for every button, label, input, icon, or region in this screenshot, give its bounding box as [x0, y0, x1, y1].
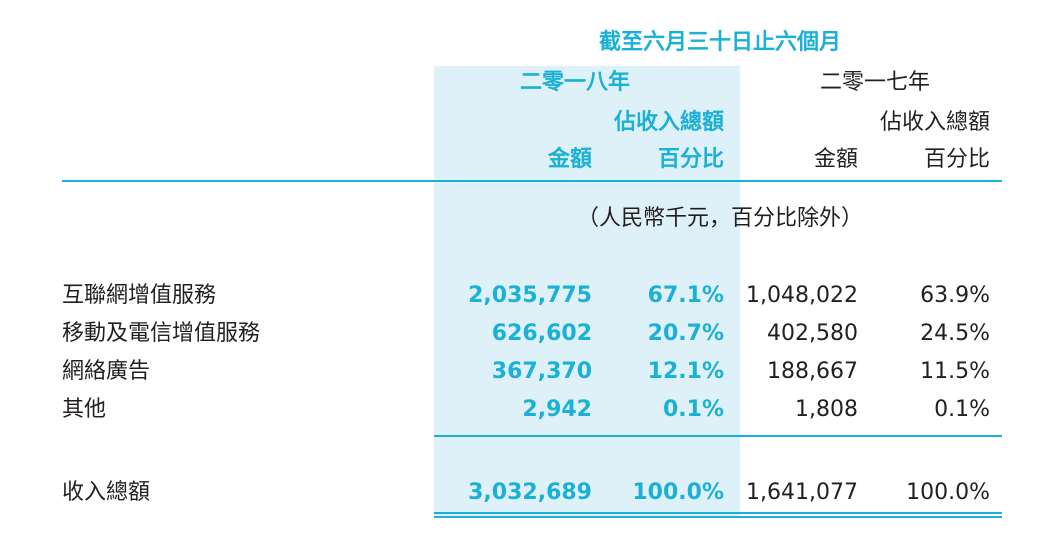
year-2017-header: 二零一七年: [819, 70, 930, 95]
amount-2018-cell: 2,942: [522, 397, 592, 422]
amount-2017-cell: 1,808: [795, 397, 858, 422]
amount-2017-cell: 1,048,022: [746, 283, 858, 308]
pct-2017-cell: 11.5%: [920, 359, 990, 384]
pct-2018-cell: 20.7%: [647, 321, 724, 346]
row-label: 其他: [62, 397, 107, 422]
pct-2017-cell: 63.9%: [920, 283, 990, 308]
pct-2017-cell: 0.1%: [934, 397, 990, 422]
pct-2018-cell: 0.1%: [662, 397, 724, 422]
pct-of-revenue-2017-header: 佔收入總額: [879, 110, 990, 135]
total-double-rule-top: [434, 512, 1002, 514]
header-divider: [62, 180, 1002, 182]
row-label: 互聯網增值服務: [62, 283, 217, 308]
total-label: 收入總額: [62, 480, 151, 505]
row-label: 移動及電信增值服務: [62, 321, 261, 346]
total-pct-2017: 100.0%: [906, 480, 990, 505]
amount-2018-cell: 367,370: [491, 359, 592, 384]
year-2018-header: 二零一八年: [519, 70, 630, 95]
pct-2018-cell: 67.1%: [647, 283, 724, 308]
pct-2018-cell: 12.1%: [647, 359, 724, 384]
period-header: 截至六月三十日止六個月: [598, 30, 841, 55]
amount-2018-cell: 626,602: [491, 321, 592, 346]
row-label: 網絡廣告: [62, 359, 151, 384]
amount-2018-cell: 2,035,775: [468, 283, 592, 308]
unit-note: （人民幣千元，百分比除外）: [576, 206, 863, 231]
amount-2017-cell: 402,580: [767, 321, 858, 346]
total-amount-2018: 3,032,689: [468, 480, 592, 505]
pct-2017-cell: 24.5%: [920, 321, 990, 346]
amount-2017-header: 金額: [813, 147, 858, 172]
total-amount-2017: 1,641,077: [746, 480, 858, 505]
total-double-rule-bottom: [434, 516, 1002, 518]
pct-of-revenue-2018-header: 佔收入總額: [613, 110, 724, 135]
percentage-2018-header: 百分比: [657, 147, 724, 172]
subtotal-rule: [434, 435, 1002, 437]
total-pct-2018: 100.0%: [632, 480, 724, 505]
amount-2017-cell: 188,667: [767, 359, 858, 384]
highlight-column-2018: [434, 66, 740, 518]
amount-2018-header: 金額: [547, 147, 592, 172]
percentage-2017-header: 百分比: [923, 147, 990, 172]
